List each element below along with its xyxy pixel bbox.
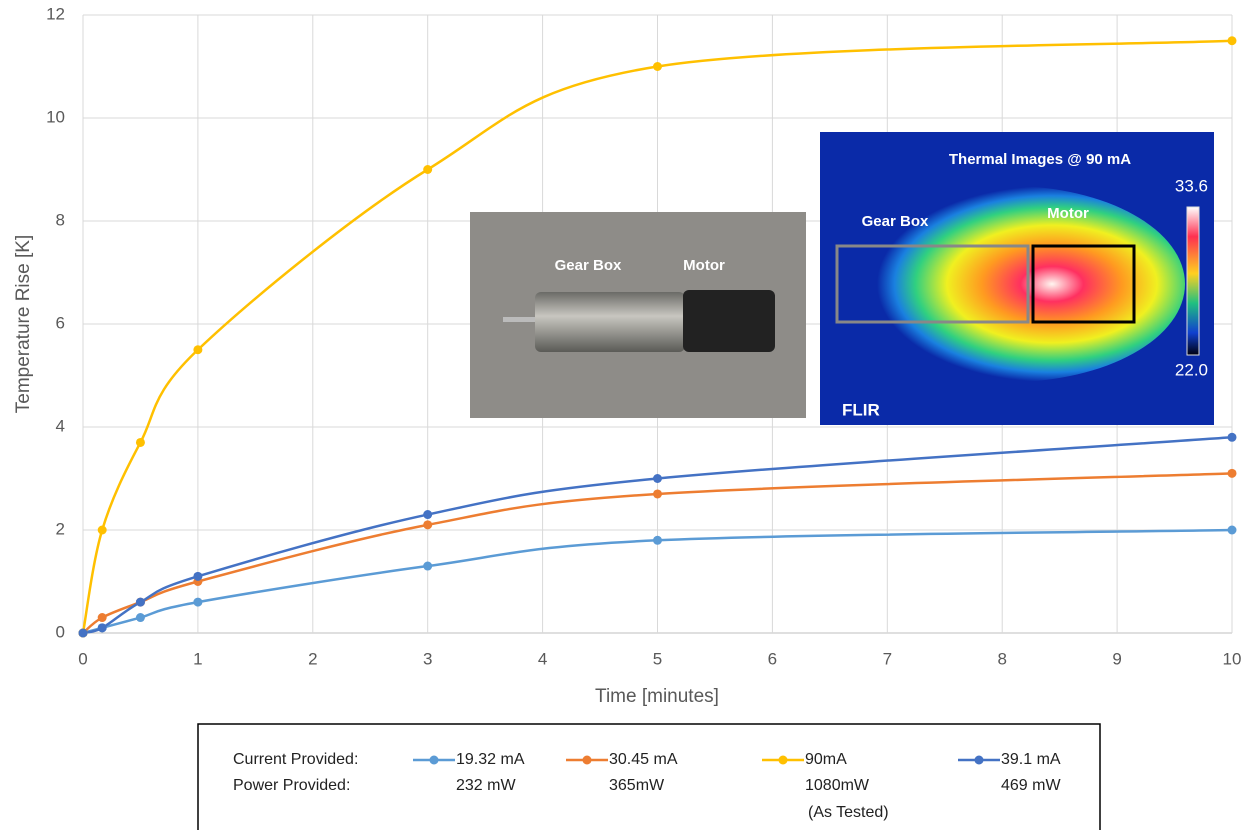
data-point: [1228, 526, 1237, 535]
x-tick-label: 2: [308, 649, 317, 668]
data-point: [1228, 36, 1237, 45]
y-tick-label: 2: [56, 519, 65, 538]
data-point: [653, 489, 662, 498]
y-tick-label: 0: [56, 622, 65, 641]
legend-power: 469 mW: [1001, 777, 1061, 794]
data-point: [136, 438, 145, 447]
x-tick-label: 9: [1112, 649, 1121, 668]
x-tick-label: 1: [193, 649, 202, 668]
motor-body: [683, 290, 775, 352]
legend-label: 30.45 mA: [609, 751, 678, 768]
data-point: [98, 526, 107, 535]
x-tick-label: 10: [1223, 649, 1242, 668]
thermal-title: Thermal Images @ 90 mA: [949, 151, 1131, 168]
data-point: [1228, 469, 1237, 478]
legend-marker: [430, 756, 439, 765]
x-tick-label: 7: [883, 649, 892, 668]
thermal-inset: Thermal Images @ 90 mA Gear Box Motor 33…: [820, 132, 1214, 425]
legend-power: 232 mW: [456, 777, 516, 794]
legend-marker: [975, 756, 984, 765]
legend-label: 19.32 mA: [456, 751, 525, 768]
gearbox-body: [535, 292, 685, 352]
legend-power: 365mW: [609, 777, 665, 794]
scale-max: 33.6: [1175, 176, 1208, 195]
data-point: [1228, 433, 1237, 442]
data-point: [136, 613, 145, 622]
x-tick-label: 4: [538, 649, 547, 668]
shaft: [503, 317, 535, 322]
data-point: [653, 474, 662, 483]
x-tick-label: 6: [768, 649, 777, 668]
photo-gearbox-label: Gear Box: [555, 257, 622, 274]
data-point: [79, 629, 88, 638]
legend-marker: [583, 756, 592, 765]
data-point: [423, 520, 432, 529]
y-tick-label: 6: [56, 313, 65, 332]
data-point: [193, 345, 202, 354]
data-point: [423, 562, 432, 571]
x-tick-label: 8: [997, 649, 1006, 668]
x-tick-label: 5: [653, 649, 662, 668]
x-tick-label: 3: [423, 649, 432, 668]
data-point: [653, 62, 662, 71]
data-point: [193, 572, 202, 581]
legend-marker: [779, 756, 788, 765]
data-point: [653, 536, 662, 545]
legend-label: 90mA: [805, 751, 847, 768]
legend-power: 1080mW: [805, 777, 870, 794]
y-tick-label: 12: [46, 4, 65, 23]
brand: FLIR: [842, 400, 880, 419]
chart: 024681012012345678910 Gear Box Motor The…: [0, 0, 1253, 830]
data-point: [136, 598, 145, 607]
data-point: [423, 510, 432, 519]
thermal-gearbox-label: Gear Box: [862, 213, 929, 230]
data-point: [98, 623, 107, 632]
legend-row-label: Power Provided:: [233, 777, 350, 794]
photo-motor-label: Motor: [683, 257, 725, 274]
data-point: [423, 165, 432, 174]
y-axis-label: Temperature Rise [K]: [13, 235, 34, 413]
legend-row-label: Current Provided:: [233, 751, 358, 768]
color-scale: [1187, 207, 1199, 355]
x-tick-label: 0: [78, 649, 87, 668]
y-tick-label: 10: [46, 107, 65, 126]
y-tick-label: 8: [56, 210, 65, 229]
scale-min: 22.0: [1175, 360, 1208, 379]
legend-label: 39.1 mA: [1001, 751, 1061, 768]
legend-note: (As Tested): [808, 804, 889, 821]
data-point: [193, 598, 202, 607]
photo-inset: Gear Box Motor: [470, 212, 806, 418]
y-tick-label: 4: [56, 416, 65, 435]
thermal-motor-label: Motor: [1047, 205, 1089, 222]
x-axis-label: Time [minutes]: [595, 686, 719, 707]
data-point: [98, 613, 107, 622]
